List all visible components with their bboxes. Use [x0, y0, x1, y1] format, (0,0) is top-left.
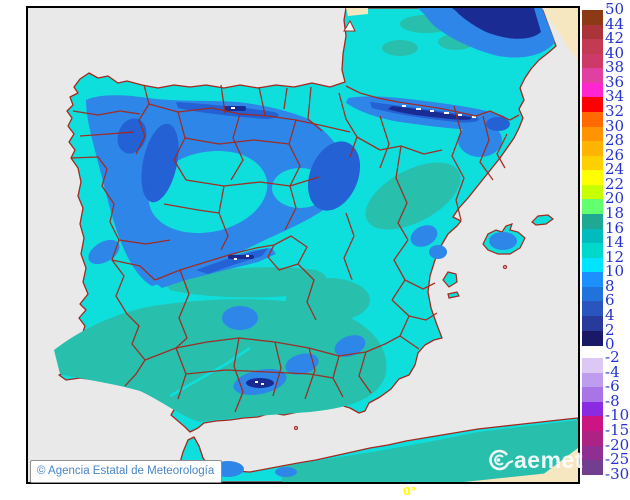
legend-label: 38: [605, 58, 625, 77]
legend-swatch: [582, 199, 603, 215]
legend-swatch: [582, 315, 603, 332]
legend-swatch: [582, 141, 603, 157]
legend-swatch: [582, 39, 603, 55]
formentera-island: [447, 291, 460, 299]
legend-label: 24: [605, 160, 625, 179]
legend-label: 4: [605, 306, 615, 325]
legend-label: 44: [605, 14, 625, 33]
legend-label: -8: [605, 391, 620, 410]
legend-swatch: [582, 184, 603, 200]
attribution-text: © Agencia Estatal de Meteorología: [37, 465, 215, 477]
legend-swatch: [582, 330, 603, 346]
legend-label: 14: [605, 233, 625, 252]
aemet-logo: aemet: [484, 444, 583, 476]
legend-label: 12: [605, 247, 625, 266]
legend-swatch: [582, 257, 603, 273]
legend-swatch: [582, 126, 603, 142]
temperature-map: [28, 8, 578, 482]
legend-swatch: [582, 97, 603, 113]
legend-label: 30: [605, 116, 625, 135]
legend-swatch: [582, 431, 603, 447]
legend-label: 8: [605, 277, 615, 296]
legend-swatch: [582, 213, 603, 230]
legend-label: 6: [605, 291, 615, 310]
legend-swatch: [582, 358, 603, 374]
legend-swatch: [582, 68, 603, 84]
legend-label: 32: [605, 102, 625, 121]
legend-swatch: [582, 82, 603, 98]
menorca-island: [531, 214, 554, 226]
aemet-swirl-icon: [489, 449, 514, 471]
legend-swatch: [582, 301, 603, 317]
legend-label: -10: [605, 406, 630, 425]
legend-label: 40: [605, 43, 625, 62]
alboran-island: [293, 425, 299, 431]
legend-swatch: [582, 416, 603, 432]
legend-label: 18: [605, 204, 625, 223]
legend-label: -4: [605, 362, 620, 381]
legend-swatch: [582, 53, 603, 69]
legend-label: 22: [605, 175, 625, 194]
outside-domain-corners: [346, 8, 578, 482]
legend-label: 28: [605, 131, 625, 150]
attribution-box: © Agencia Estatal de Meteorología: [30, 460, 223, 483]
legend-swatch: [582, 10, 603, 26]
legend-swatch: [582, 170, 603, 186]
ibiza-island: [442, 271, 458, 288]
legend-swatch: [582, 401, 603, 417]
map-panel: [26, 6, 580, 484]
legend-label: 50: [605, 0, 625, 19]
outside-domain-top-notch: [346, 8, 368, 16]
legend-label: -15: [605, 421, 630, 440]
legend-label: 26: [605, 145, 625, 164]
legend-label: -30: [605, 464, 630, 483]
legend-label: -20: [605, 435, 630, 454]
legend-label: 10: [605, 262, 625, 281]
legend-label: -2: [605, 348, 620, 367]
legend-swatch: [582, 387, 603, 403]
legend-label: 36: [605, 73, 625, 92]
legend-label: 20: [605, 189, 625, 208]
legend-label: 0: [605, 335, 615, 354]
legend-label: -25: [605, 450, 630, 469]
legend-swatch: [582, 243, 603, 259]
meridian-label: 0°: [403, 485, 417, 498]
legend-swatch: [582, 372, 603, 388]
legend-swatch: [582, 286, 603, 302]
legend-swatch: [582, 24, 603, 40]
legend-label: 2: [605, 320, 615, 339]
legend-label: 42: [605, 29, 625, 48]
legend-swatch: [582, 111, 603, 128]
legend-label: 16: [605, 218, 625, 237]
legend-label: 34: [605, 87, 625, 106]
cabrera-island: [502, 264, 508, 270]
legend-swatch: [582, 228, 603, 244]
legend-swatch: [582, 445, 603, 461]
snow-spots: [231, 105, 476, 385]
legend-label: -6: [605, 377, 620, 396]
outside-domain-top-right: [542, 8, 578, 62]
aemet-logo-text: aemet: [514, 446, 583, 473]
legend-swatch: [582, 272, 603, 288]
estuary-marker: [343, 19, 356, 32]
legend-swatch: [582, 155, 603, 171]
legend-swatch: [582, 460, 603, 476]
province-borders: [70, 84, 520, 431]
